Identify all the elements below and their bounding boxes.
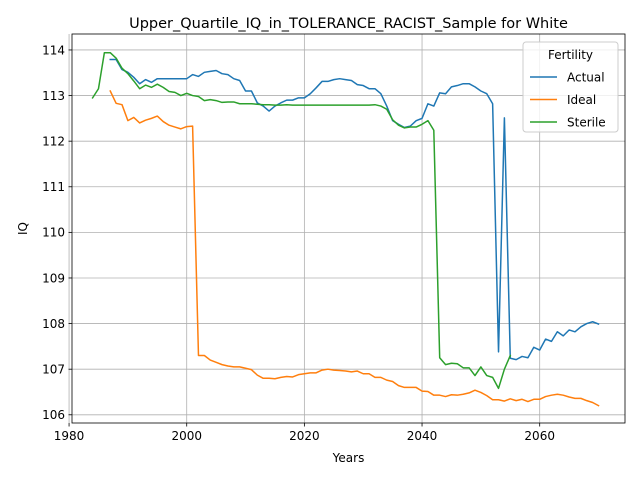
plot-frame [71,33,626,424]
chart-title: Upper_Quartile_IQ_in_TOLERANCE_RACIST_Sa… [129,16,568,32]
legend-entry-sterile: Sterile [567,115,606,129]
grid-lines [68,34,625,423]
y-tick-label: 109 [42,271,65,285]
legend-entry-actual: Actual [567,70,605,84]
y-tick-label: 108 [42,317,65,331]
series-layer [91,51,600,407]
y-tick-label: 112 [42,134,65,148]
y-tick-label: 110 [42,226,65,240]
legend: Fertility Actual Ideal Sterile [522,41,619,133]
legend-frame [522,41,619,133]
x-tick-label: 2020 [289,429,320,443]
y-tick-label: 106 [42,408,65,422]
series-line-sterile [91,51,512,390]
y-axis-label: IQ [16,222,30,235]
x-tick-label: 2060 [524,429,555,443]
y-tick-label: 113 [42,89,65,103]
series-line-ideal [109,90,600,407]
y-tick-label: 111 [42,180,65,194]
x-axis: 1980 2000 2020 2040 2060 [54,423,555,443]
x-tick-label: 2040 [407,429,438,443]
legend-title: Fertility [548,48,593,62]
y-axis: 106 107 108 109 110 111 112 113 114 [42,43,72,422]
x-tick-label: 1980 [54,429,85,443]
x-axis-label: Years [332,451,365,465]
series-line-actual [109,58,600,361]
x-tick-label: 2000 [171,429,202,443]
y-tick-label: 114 [42,43,65,57]
legend-entry-ideal: Ideal [567,93,596,107]
y-tick-label: 107 [42,362,65,376]
